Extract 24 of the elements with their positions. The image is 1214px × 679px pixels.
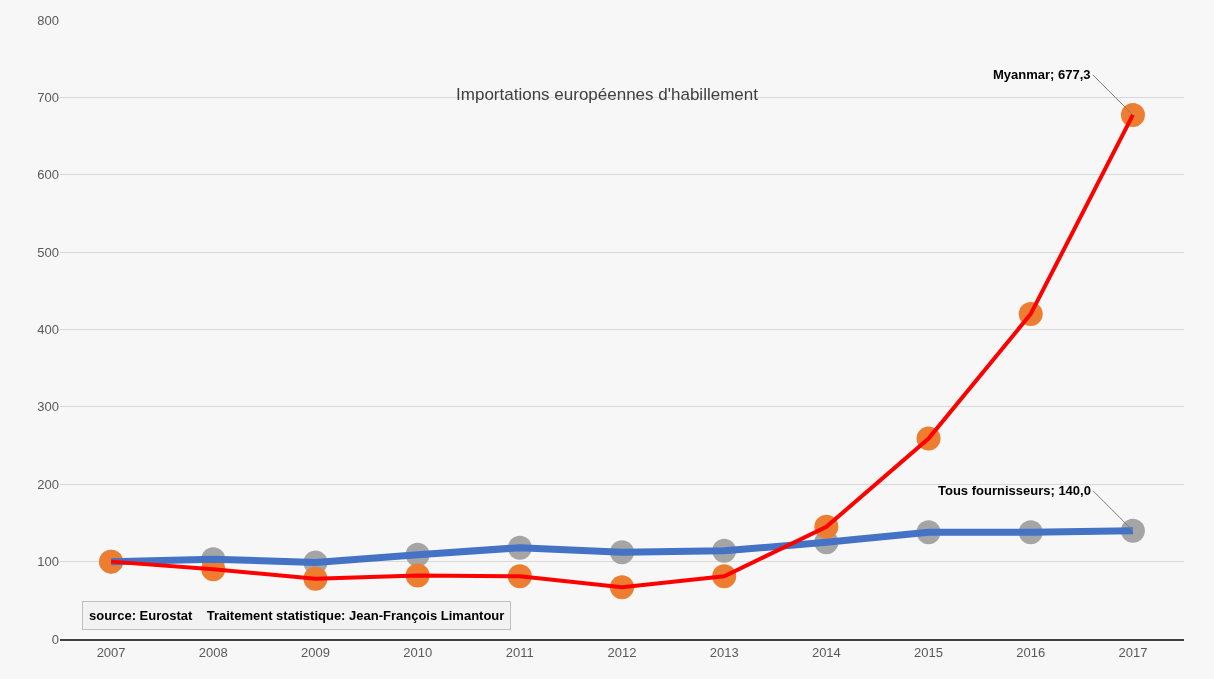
x-tick-label: 2012: [607, 644, 637, 660]
y-tick-label: 500: [37, 244, 59, 260]
x-tick-label: 2017: [1118, 644, 1148, 660]
x-tick-label: 2013: [709, 644, 739, 660]
text: Importations européennes d'habillement: [456, 85, 759, 105]
x-tick-label: 2010: [403, 644, 433, 660]
y-tick-label: 300: [37, 399, 59, 415]
y-tick-label: 600: [37, 167, 59, 183]
y-tick-label: 800: [37, 12, 59, 28]
x-tick-label: 2014: [811, 644, 841, 660]
x-tick-label: 2009: [300, 644, 330, 660]
annotation: source: Eurostat Traitement statistique: Jean-François Limantour: [89, 608, 505, 623]
y-tick-label: 700: [37, 89, 59, 105]
x-tick-label: 2008: [198, 644, 228, 660]
x-tick-label: 2007: [96, 644, 126, 660]
x-tick-label: 2016: [1016, 644, 1046, 660]
annotation: Myanmar; 677,3: [993, 67, 1091, 82]
y-tick-label: 200: [37, 476, 59, 492]
x-tick-label: 2011: [505, 644, 534, 660]
annotation: Tous fournisseurs; 140,0: [938, 483, 1091, 498]
y-tick-label: 0: [51, 631, 59, 647]
y-tick-label: 100: [37, 554, 59, 570]
y-tick-label: 400: [37, 322, 59, 338]
x-tick-label: 2015: [914, 644, 944, 660]
